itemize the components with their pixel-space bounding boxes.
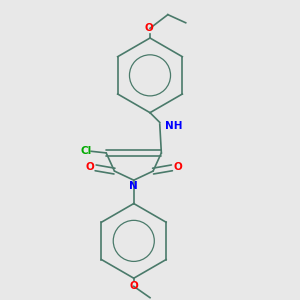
Text: Cl: Cl (80, 146, 92, 156)
Text: O: O (129, 281, 138, 291)
Text: O: O (145, 23, 154, 33)
Text: O: O (173, 162, 182, 172)
Text: O: O (86, 162, 94, 172)
Text: NH: NH (165, 121, 182, 131)
Text: N: N (129, 181, 138, 191)
